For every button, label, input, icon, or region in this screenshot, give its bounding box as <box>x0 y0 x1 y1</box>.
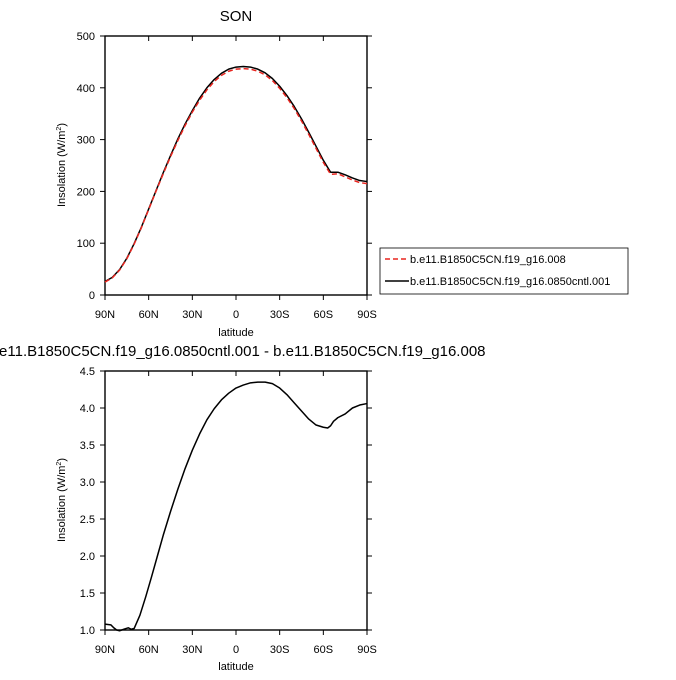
top-y-axis-label-base: Insolation (W/m <box>56 131 68 207</box>
top-x-tick-label: 90S <box>357 309 377 321</box>
bottom-y-axis-label: Insolation (W/m2) <box>56 458 68 542</box>
bottom-x-tick-label: 60S <box>314 644 334 656</box>
top-chart-title: SON <box>220 8 253 25</box>
top-y-tick-label: 100 <box>77 238 95 250</box>
top-y-ticks: 0 100 200 300 400 500 <box>77 31 372 302</box>
bottom-series-lines <box>104 381 368 632</box>
top-y-tick-label: 500 <box>77 31 95 43</box>
top-x-tick-label: 60S <box>314 309 334 321</box>
legend-box <box>379 247 629 295</box>
bottom-chart-title: b.e11.B1850C5CN.f19_g16.0850cntl.001 - b… <box>0 343 485 360</box>
bottom-y-axis-label-base: Insolation (W/m <box>56 466 68 542</box>
bottom-y-tick-label: 2.5 <box>80 514 95 526</box>
legend-label-series-2: b.e11.B1850C5CN.f19_g16.0850cntl.001 <box>410 276 610 288</box>
top-series-line-2 <box>104 65 368 283</box>
bottom-series-line-1 <box>104 381 368 632</box>
top-x-tick-label: 30S <box>270 309 290 321</box>
top-y-tick-label: 300 <box>77 135 95 147</box>
bottom-x-axis-label: latitude <box>218 661 253 673</box>
top-y-tick-label: 200 <box>77 186 95 198</box>
bottom-x-tick-label: 60N <box>139 644 159 656</box>
top-series-lines <box>104 65 368 283</box>
bottom-x-tick-label: 90S <box>357 644 377 656</box>
bottom-y-ticks: 1.0 1.5 2.0 2.5 3.0 3.5 4.0 4.5 <box>80 366 372 637</box>
bottom-x-tick-label: 0 <box>233 644 239 656</box>
bottom-x-tick-label: 30S <box>270 644 290 656</box>
bottom-x-tick-label: 90N <box>95 644 115 656</box>
top-y-axis-label-close: ) <box>56 123 68 127</box>
legend-label-series-1: b.e11.B1850C5CN.f19_g16.008 <box>410 254 566 266</box>
bottom-y-tick-label: 4.0 <box>80 403 95 415</box>
bottom-y-tick-label: 2.0 <box>80 551 95 563</box>
top-x-tick-label: 0 <box>233 309 239 321</box>
bottom-plot-frame <box>104 370 368 631</box>
top-x-tick-label: 30N <box>182 309 202 321</box>
top-y-axis-label-sup: 2 <box>56 127 63 131</box>
top-y-tick-label: 400 <box>77 83 95 95</box>
bottom-panel: b.e11.B1850C5CN.f19_g16.0850cntl.001 - b… <box>0 343 485 673</box>
bottom-x-tick-label: 30N <box>182 644 202 656</box>
bottom-x-ticks: 90N 60N 30N 0 30S 60S 90S <box>95 371 377 656</box>
bottom-y-tick-label: 1.0 <box>80 625 95 637</box>
top-y-axis-label: Insolation (W/m2) <box>56 123 68 207</box>
top-x-axis-label: latitude <box>218 327 253 339</box>
bottom-y-tick-label: 1.5 <box>80 588 95 600</box>
top-x-ticks: 90N 60N 30N 0 30S 60S 90S <box>95 36 377 321</box>
bottom-y-axis-label-close: ) <box>56 458 68 462</box>
top-x-tick-label: 90N <box>95 309 115 321</box>
bottom-y-axis-label-sup: 2 <box>56 462 63 466</box>
top-panel: SON 90N 60N 30N 0 30S 60S 90S 0 100 200 300 400 500… <box>56 8 629 339</box>
bottom-y-tick-label: 4.5 <box>80 366 95 378</box>
bottom-y-tick-label: 3.0 <box>80 477 95 489</box>
legend: b.e11.B1850C5CN.f19_g16.008 b.e11.B1850C… <box>379 247 629 295</box>
top-series-line-1 <box>104 67 368 283</box>
top-x-tick-label: 60N <box>139 309 159 321</box>
bottom-y-tick-label: 3.5 <box>80 440 95 452</box>
top-plot-frame <box>104 35 368 296</box>
top-y-tick-label: 0 <box>89 290 95 302</box>
